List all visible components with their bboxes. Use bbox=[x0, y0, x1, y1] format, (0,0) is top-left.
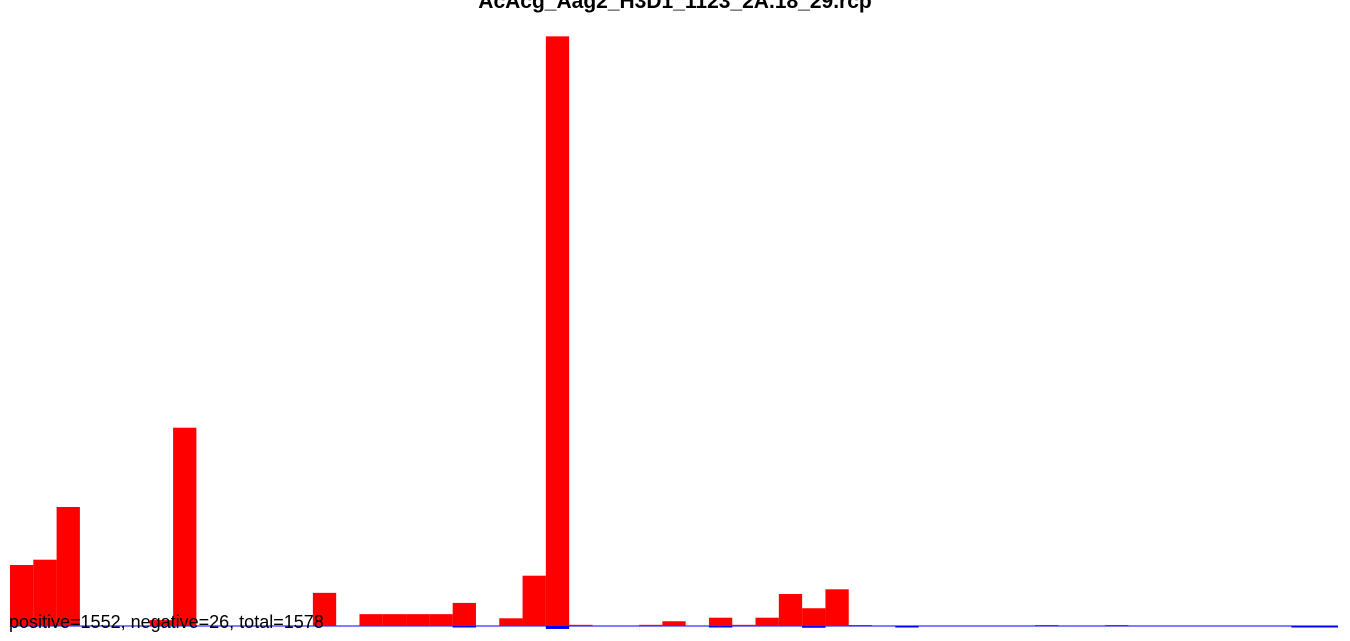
bar-positive bbox=[406, 614, 430, 626]
bar-positive bbox=[10, 565, 34, 626]
bar-positive bbox=[149, 620, 174, 626]
bar-positive bbox=[173, 427, 197, 626]
bar-positive bbox=[1105, 625, 1129, 626]
bar-positive bbox=[708, 617, 733, 626]
bar-positive bbox=[639, 624, 663, 626]
bar-negative bbox=[895, 626, 919, 628]
bar-positive bbox=[848, 625, 873, 626]
bar-positive bbox=[56, 507, 80, 626]
bar-positive bbox=[499, 618, 523, 626]
bar-negative bbox=[1291, 626, 1315, 628]
bar-positive bbox=[33, 559, 57, 626]
bar-negative bbox=[545, 626, 570, 629]
bar-positive bbox=[778, 594, 803, 626]
bar-positive bbox=[662, 621, 686, 626]
chart-title: AcAcg_Aag2_H3D1_1123_2A.18_29.rcp bbox=[478, 0, 872, 13]
bar-positive bbox=[825, 589, 849, 626]
bar-positive bbox=[359, 614, 383, 626]
bar-positive bbox=[312, 592, 337, 626]
bar-positive bbox=[545, 36, 570, 627]
bar-positive bbox=[429, 614, 453, 626]
bar-positive bbox=[522, 575, 546, 626]
bar-positive bbox=[802, 608, 826, 626]
summary-counts: positive=1552, negative=26, total=1578 bbox=[9, 612, 324, 632]
bar-positive bbox=[1035, 625, 1059, 626]
bar-positive bbox=[382, 614, 407, 626]
bar-negative bbox=[452, 626, 476, 628]
bar-positive bbox=[569, 624, 593, 626]
bar-positive bbox=[755, 617, 779, 626]
bar-negative bbox=[1314, 626, 1338, 628]
bar-negative bbox=[708, 626, 733, 628]
bar-positive bbox=[732, 624, 756, 626]
bar-positive bbox=[452, 602, 476, 626]
bar-negative bbox=[802, 626, 826, 628]
